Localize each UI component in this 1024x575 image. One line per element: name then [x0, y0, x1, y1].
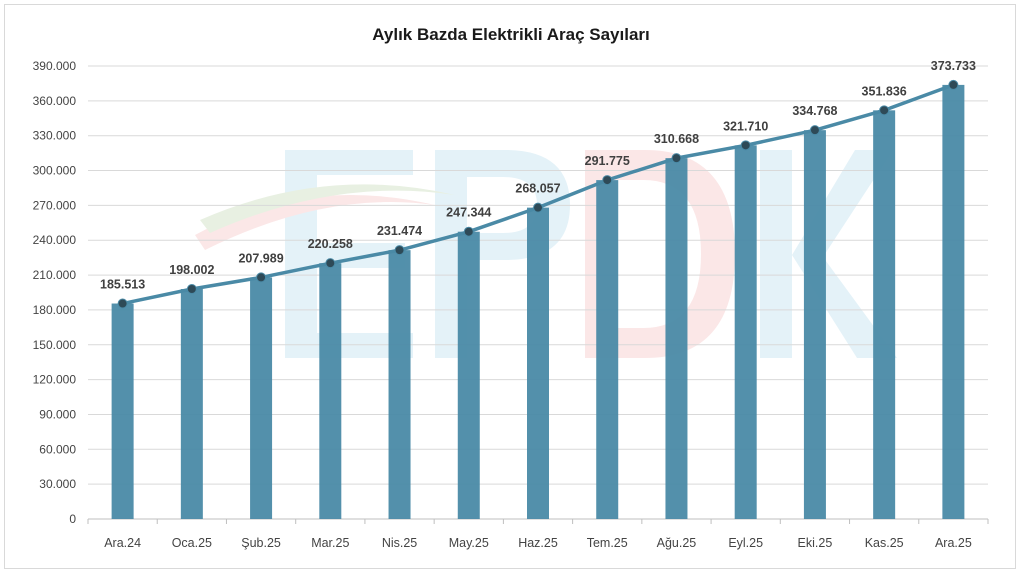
data-label: 231.474 — [377, 224, 422, 238]
line-marker — [740, 140, 751, 151]
y-tick-label: 120.000 — [33, 373, 77, 387]
chart-frame: Aylık Bazda Elektrikli Araç Sayıları 0 30… — [4, 4, 1016, 569]
bar — [388, 250, 411, 520]
line-marker — [809, 125, 820, 136]
line-marker — [117, 298, 128, 309]
data-label: 291.775 — [585, 154, 630, 168]
y-tick-label: 0 — [69, 512, 76, 526]
bar — [665, 158, 688, 520]
line-marker — [948, 79, 959, 90]
x-tick-label: Eyl.25 — [728, 536, 763, 550]
y-tick-label: 60.000 — [39, 442, 76, 456]
y-axis-tick-labels: 0 30.000 60.000 90.000 120.000 150.000 180.000… — [33, 59, 77, 526]
data-label: 207.989 — [238, 251, 283, 265]
bar — [873, 110, 896, 520]
data-label: 198.002 — [169, 263, 214, 277]
line-marker — [186, 284, 197, 295]
chart-plot: 0 30.000 60.000 90.000 120.000 150.000 180.000… — [33, 59, 989, 550]
line-marker — [533, 202, 543, 213]
data-label: 310.668 — [654, 132, 699, 146]
chart-title: Aylık Bazda Elektrikli Araç Sayıları — [372, 25, 650, 44]
x-tick-label: May.25 — [449, 536, 489, 550]
data-label: 185.513 — [100, 278, 145, 292]
bar — [734, 145, 757, 519]
data-label: 321.710 — [723, 119, 768, 133]
line-markers — [117, 79, 959, 309]
bar — [319, 263, 342, 519]
y-tick-label: 150.000 — [33, 338, 77, 352]
y-tick-label: 30.000 — [39, 477, 76, 491]
y-tick-label: 360.000 — [33, 94, 77, 108]
x-tick-label: Ara.24 — [104, 536, 141, 550]
x-tick-label: Haz.25 — [518, 536, 558, 550]
line-marker — [671, 153, 682, 164]
x-tick-label: Şub.25 — [241, 536, 281, 550]
line-marker — [256, 272, 267, 283]
bar — [250, 277, 273, 519]
x-axis-tick-labels: Ara.24 Oca.25 Şub.25 Mar.25 Nis.25 May.25 Haz.… — [87, 519, 989, 550]
bar-series — [111, 84, 965, 520]
bar — [527, 207, 549, 519]
bar — [803, 130, 826, 519]
y-tick-label: 240.000 — [33, 233, 77, 247]
bar — [596, 180, 619, 520]
x-tick-label: Ağu.25 — [657, 536, 697, 550]
bar — [457, 231, 480, 519]
y-tick-label: 180.000 — [33, 303, 77, 317]
x-tick-label: Tem.25 — [587, 536, 628, 550]
x-tick-label: Ara.25 — [935, 536, 972, 550]
bar — [942, 84, 965, 519]
line-marker — [879, 105, 890, 116]
bar — [180, 289, 203, 519]
y-tick-label: 270.000 — [33, 198, 77, 212]
bar — [111, 303, 134, 519]
x-tick-label: Eki.25 — [798, 536, 833, 550]
data-label: 351.836 — [862, 84, 907, 98]
data-label: 220.258 — [308, 237, 353, 251]
x-tick-label: Mar.25 — [311, 536, 349, 550]
x-tick-label: Kas.25 — [865, 536, 904, 550]
y-tick-label: 330.000 — [33, 129, 77, 143]
line-marker — [325, 258, 336, 269]
data-label: 334.768 — [792, 104, 837, 118]
line-marker — [463, 226, 474, 237]
line-marker — [394, 245, 405, 256]
y-tick-label: 210.000 — [33, 268, 77, 282]
y-tick-label: 90.000 — [39, 407, 76, 421]
x-tick-label: Nis.25 — [382, 536, 417, 550]
data-label: 268.057 — [515, 182, 560, 196]
data-label: 373.733 — [931, 59, 976, 73]
data-labels: 185.513 198.002 207.989 220.258 231.474 247.3… — [100, 59, 976, 292]
x-tick-label: Oca.25 — [172, 536, 212, 550]
line-marker — [602, 175, 613, 186]
y-tick-label: 300.000 — [33, 164, 77, 178]
y-tick-label: 390.000 — [33, 59, 77, 73]
data-label: 247.344 — [446, 206, 491, 220]
